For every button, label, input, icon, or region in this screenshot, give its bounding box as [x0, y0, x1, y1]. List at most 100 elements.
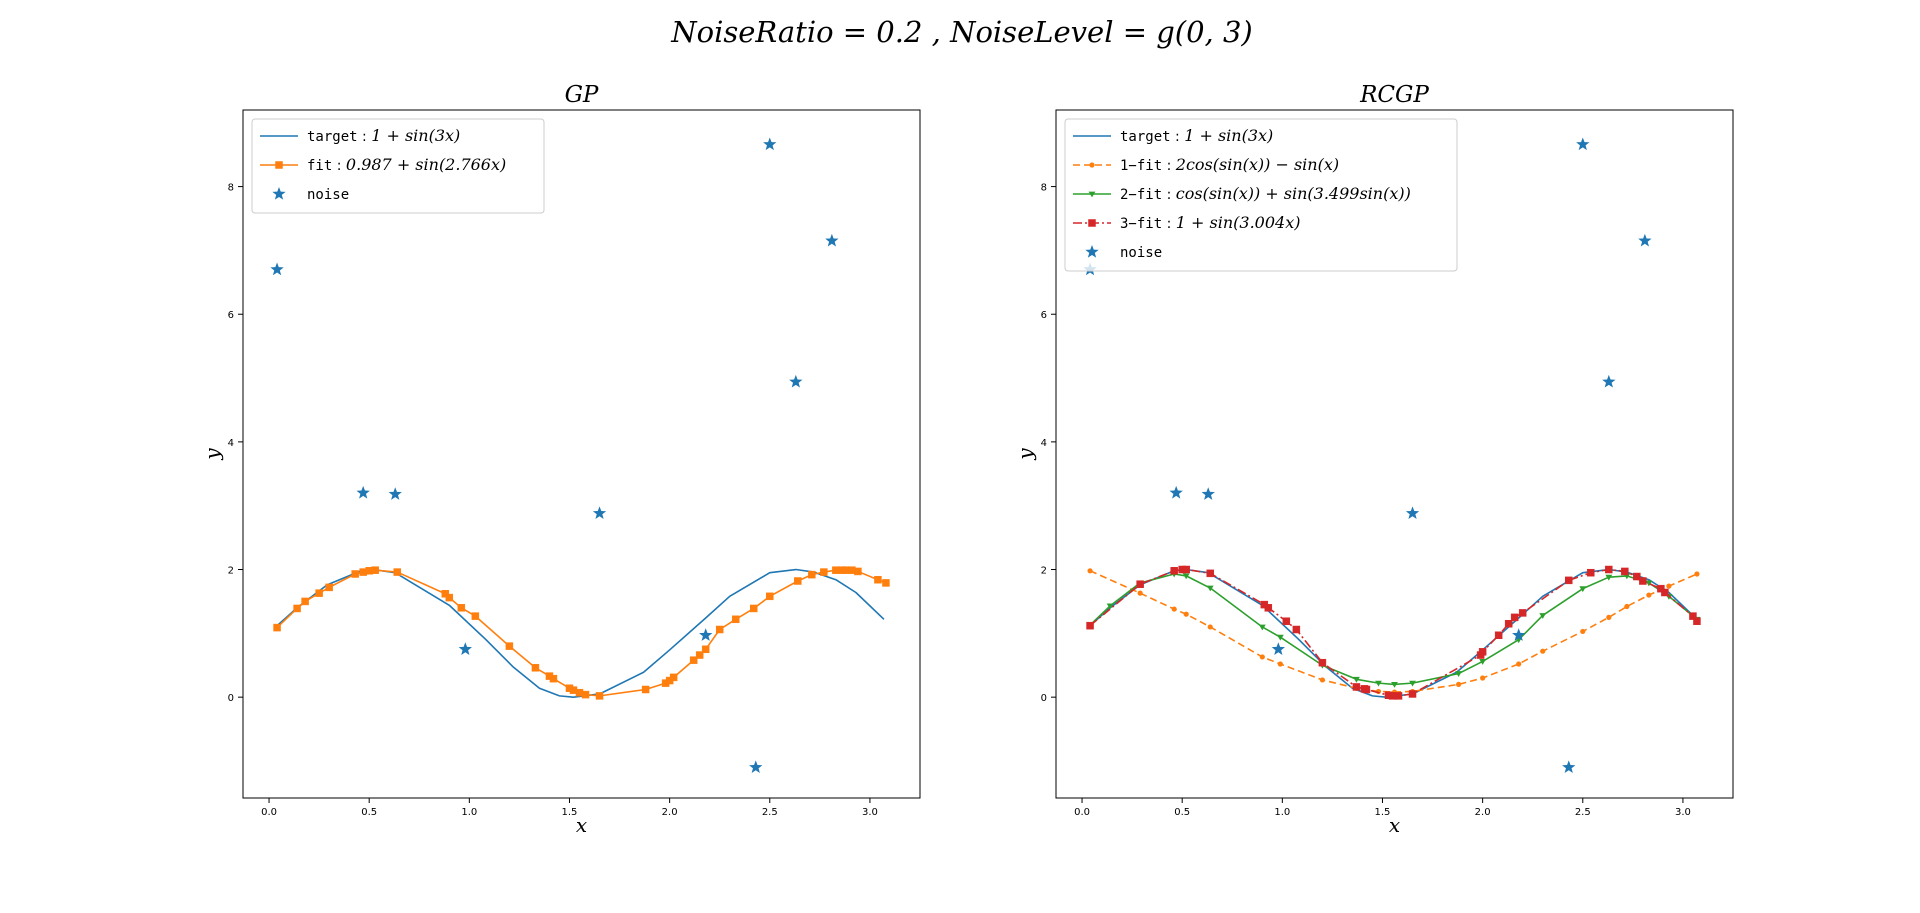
data-point-2-fit [1258, 624, 1266, 631]
legend-label: noise [1120, 245, 1162, 261]
data-point-noise [789, 374, 803, 388]
data-point-3-fit [1510, 613, 1519, 622]
data-point-fit [273, 623, 281, 632]
data-point-fit [854, 567, 862, 576]
data-point-1-fit [1624, 603, 1630, 610]
data-point-noise [1576, 137, 1590, 151]
data-point-2-fit [1206, 585, 1214, 592]
chart-title: GP [565, 82, 599, 108]
data-point-noise [1562, 760, 1576, 774]
legend: target : 1 + sin(3x) 1−fit : 2cos(sin(x))… [1064, 118, 1458, 272]
legend-label: target : 1 + sin(3x) [1120, 126, 1273, 145]
legend: target : 1 + sin(3x) fit : 0.987 + sin(2.… [251, 118, 545, 214]
x-axis-label: x [1389, 813, 1400, 837]
data-point-2-fit [1276, 634, 1284, 641]
series-line-3-fit [1089, 568, 1698, 697]
y-axis-label: y [1013, 448, 1037, 461]
data-point-fit [808, 570, 816, 579]
data-point-1-fit [1606, 614, 1612, 620]
y-tick-label: 2 [228, 566, 234, 577]
data-point-3-fit [1292, 625, 1301, 634]
data-point-3-fit [1136, 580, 1144, 588]
x-tick-label: 1.0 [1274, 807, 1290, 818]
legend-label: 3−fit : 1 + sin(3.004x) [1120, 213, 1300, 232]
data-point-1-fit [1319, 677, 1325, 683]
data-point-fit [766, 592, 774, 601]
data-point-noise [1638, 233, 1652, 247]
data-point-1-fit [1171, 606, 1177, 612]
data-point-3-fit [1352, 683, 1361, 691]
data-point-2-fit [1605, 574, 1613, 581]
data-point-fit [701, 645, 710, 654]
data-point-fit [695, 651, 704, 659]
data-point-3-fit [1633, 572, 1641, 581]
legend-label: target : 1 + sin(3x) [307, 126, 460, 145]
legend-marker [1088, 191, 1096, 198]
data-point-noise [749, 760, 763, 774]
data-point-fit [641, 685, 650, 694]
x-tick-label: 1.5 [1375, 807, 1391, 818]
data-point-3-fit [1689, 612, 1697, 620]
legend-item-noise: noise [1085, 245, 1162, 261]
series-noise [270, 137, 839, 774]
data-point-3-fit [1494, 631, 1503, 640]
series-1-fit [1087, 568, 1700, 695]
data-point-noise [1405, 506, 1420, 520]
data-point-3-fit [1639, 577, 1647, 585]
y-tick-label: 6 [1041, 310, 1047, 321]
ticks: 0.0 0.5 1.0 1.5 2.0 2.5 3.0 0 2 4 6 8 [228, 183, 878, 818]
data-point-fit [531, 664, 540, 672]
data-point-3-fit [1504, 620, 1513, 628]
data-point-noise [699, 628, 713, 641]
series-group [270, 137, 890, 774]
data-point-fit [325, 583, 333, 592]
data-point-2-fit [1455, 671, 1462, 677]
data-point-fit [371, 566, 379, 574]
data-point-fit [505, 642, 514, 650]
data-point-fit [293, 604, 301, 613]
legend-label: 1−fit : 2cos(sin(x)) − sin(x) [1120, 155, 1339, 174]
data-point-noise [763, 137, 777, 151]
data-point-3-fit [1565, 576, 1573, 585]
x-tick-label: 0.5 [361, 807, 377, 818]
data-point-3-fit [1587, 568, 1595, 577]
data-point-2-fit [1375, 680, 1382, 687]
series-3-fit [1086, 565, 1701, 700]
data-point-1-fit [1666, 583, 1672, 589]
data-point-noise [592, 506, 607, 520]
data-point-1-fit [1087, 568, 1093, 574]
data-point-1-fit [1207, 624, 1213, 630]
data-point-1-fit [1259, 654, 1265, 660]
data-point-fit [441, 590, 450, 598]
data-point-noise [1201, 487, 1215, 500]
y-tick-label: 0 [228, 693, 234, 704]
data-point-1-fit [1183, 611, 1189, 617]
data-point-1-fit [1694, 571, 1700, 577]
legend-marker [1089, 162, 1095, 168]
data-point-fit [595, 692, 604, 700]
y-tick-label: 2 [1041, 566, 1047, 577]
data-point-fit [715, 625, 724, 634]
legend-marker [272, 187, 286, 200]
data-point-3-fit [1661, 588, 1669, 597]
data-point-fit [351, 570, 359, 578]
data-point-3-fit [1170, 567, 1178, 575]
data-point-noise [1169, 485, 1183, 499]
data-point-2-fit [1539, 613, 1547, 619]
data-point-noise [1602, 374, 1616, 388]
data-point-3-fit [1478, 648, 1487, 656]
data-point-2-fit [1579, 586, 1587, 593]
series-group [1083, 137, 1701, 774]
data-point-3-fit [1362, 685, 1371, 694]
axes-frame [242, 109, 921, 799]
data-point-3-fit [1621, 567, 1629, 576]
data-point-fit [820, 568, 828, 576]
data-point-3-fit [1605, 565, 1613, 574]
data-point-1-fit [1646, 592, 1652, 598]
data-point-1-fit [1540, 648, 1546, 654]
legend-item-1-fit: 1−fit : 2cos(sin(x)) − sin(x) [1073, 155, 1339, 174]
data-point-1-fit [1580, 628, 1586, 635]
data-point-2-fit [1391, 682, 1398, 688]
data-point-fit [874, 575, 882, 584]
